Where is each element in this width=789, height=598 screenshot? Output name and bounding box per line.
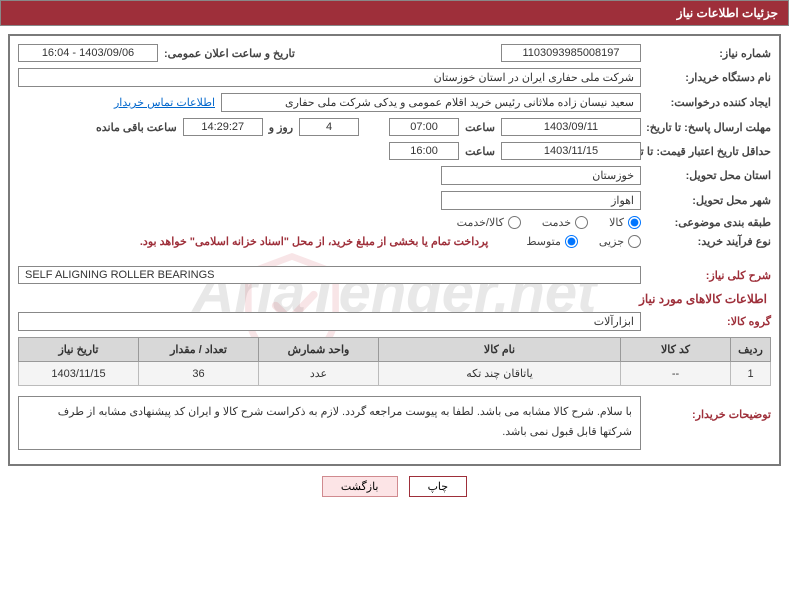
label-price-validity: حداقل تاریخ اعتبار قیمت: تا تاریخ: bbox=[641, 145, 771, 158]
cell-name: یاتاقان چند تکه bbox=[379, 362, 621, 386]
form-container: شماره نیاز: 1103093985008197 تاریخ و ساع… bbox=[8, 34, 781, 466]
buyer-org-field: شرکت ملی حفاری ایران در استان خوزستان bbox=[18, 68, 641, 87]
label-reply-deadline: مهلت ارسال پاسخ: تا تاریخ: bbox=[641, 121, 771, 134]
radio-label-medium: متوسط bbox=[526, 235, 561, 248]
remaining-time-field: 14:29:27 bbox=[183, 118, 263, 136]
th-qty: تعداد / مقدار bbox=[139, 338, 259, 362]
label-requester: ایجاد کننده درخواست: bbox=[641, 96, 771, 109]
buyer-contact-link[interactable]: اطلاعات تماس خریدار bbox=[114, 96, 221, 109]
cell-unit: عدد bbox=[259, 362, 379, 386]
radio-label-both: کالا/خدمت bbox=[457, 216, 504, 229]
label-goods-group: گروه کالا: bbox=[641, 315, 771, 328]
label-hour-2: ساعت bbox=[459, 145, 501, 158]
th-row: ردیف bbox=[731, 338, 771, 362]
label-process: نوع فرآیند خرید: bbox=[641, 235, 771, 248]
th-name: نام کالا bbox=[379, 338, 621, 362]
cell-qty: 36 bbox=[139, 362, 259, 386]
radio-process-minor[interactable] bbox=[628, 235, 641, 248]
table-header-row: ردیف کد کالا نام کالا واحد شمارش تعداد /… bbox=[19, 338, 771, 362]
label-province: استان محل تحویل: bbox=[641, 169, 771, 182]
reply-date-field: 1403/09/11 bbox=[501, 118, 641, 136]
city-field: اهواز bbox=[441, 191, 641, 210]
radio-process-medium[interactable] bbox=[565, 235, 578, 248]
th-date: تاریخ نیاز bbox=[19, 338, 139, 362]
cell-code: -- bbox=[621, 362, 731, 386]
label-days-and: روز و bbox=[263, 121, 299, 134]
process-radio-group: جزیی متوسط bbox=[508, 235, 641, 248]
label-category: طبقه بندی موضوعی: bbox=[641, 216, 771, 229]
label-announce-dt: تاریخ و ساعت اعلان عمومی: bbox=[158, 47, 295, 60]
label-buyer-org: نام دستگاه خریدار: bbox=[641, 71, 771, 84]
label-buyer-notes: توضیحات خریدار: bbox=[641, 396, 771, 421]
payment-note: پرداخت تمام یا بخشی از مبلغ خرید، از محل… bbox=[140, 235, 488, 248]
cell-row: 1 bbox=[731, 362, 771, 386]
radio-category-goods[interactable] bbox=[628, 216, 641, 229]
section-items-title: اطلاعات کالاهای مورد نیاز bbox=[18, 292, 771, 306]
table-row: 1 -- یاتاقان چند تکه عدد 36 1403/11/15 bbox=[19, 362, 771, 386]
label-need-no: شماره نیاز: bbox=[641, 47, 771, 60]
radio-label-goods: کالا bbox=[609, 216, 624, 229]
need-number-field: 1103093985008197 bbox=[501, 44, 641, 62]
goods-group-field: ابزارآلات bbox=[18, 312, 641, 331]
radio-category-both[interactable] bbox=[508, 216, 521, 229]
province-field: خوزستان bbox=[441, 166, 641, 185]
print-button[interactable]: چاپ bbox=[409, 476, 468, 497]
price-date-field: 1403/11/15 bbox=[501, 142, 641, 160]
remaining-days-field: 4 bbox=[299, 118, 359, 136]
button-row: چاپ بازگشت bbox=[0, 476, 789, 497]
reply-time-field: 07:00 bbox=[389, 118, 459, 136]
label-remaining: ساعت باقی مانده bbox=[90, 121, 183, 134]
back-button[interactable]: بازگشت bbox=[322, 476, 398, 497]
buyer-notes-field: با سلام. شرح کالا مشابه می باشد. لطفا به… bbox=[18, 396, 641, 450]
radio-label-minor: جزیی bbox=[599, 235, 624, 248]
label-hour-1: ساعت bbox=[459, 121, 501, 134]
need-summary-field: SELF ALIGNING ROLLER BEARINGS bbox=[18, 266, 641, 284]
requester-field: سعید نیسان زاده ملاثانی رئیس خرید اقلام … bbox=[221, 93, 641, 112]
th-unit: واحد شمارش bbox=[259, 338, 379, 362]
radio-label-service: خدمت bbox=[542, 216, 571, 229]
label-need-summary: شرح کلی نیاز: bbox=[641, 269, 771, 282]
announce-datetime-field: 1403/09/06 - 16:04 bbox=[18, 44, 158, 62]
items-table: ردیف کد کالا نام کالا واحد شمارش تعداد /… bbox=[18, 337, 771, 386]
label-city: شهر محل تحویل: bbox=[641, 194, 771, 207]
price-time-field: 16:00 bbox=[389, 142, 459, 160]
cell-date: 1403/11/15 bbox=[19, 362, 139, 386]
page-header: جزئیات اطلاعات نیاز bbox=[0, 0, 789, 26]
radio-category-service[interactable] bbox=[575, 216, 588, 229]
page-title: جزئیات اطلاعات نیاز bbox=[677, 6, 778, 20]
th-code: کد کالا bbox=[621, 338, 731, 362]
category-radio-group: کالا خدمت کالا/خدمت bbox=[439, 216, 641, 229]
